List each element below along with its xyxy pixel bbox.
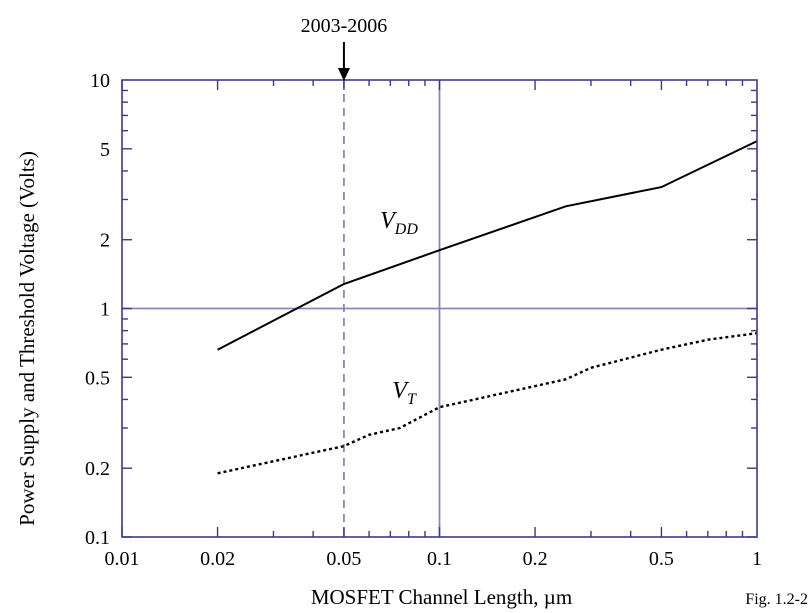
annotation-arrowhead	[337, 68, 350, 81]
y-tick-label: 5	[100, 139, 110, 161]
figure-label: Fig. 1.2-2	[745, 591, 808, 608]
x-tick-label: 0.5	[649, 548, 674, 570]
x-tick-label: 0.05	[326, 548, 361, 570]
y-tick-label: 0.1	[85, 527, 110, 549]
series-line-vt	[217, 332, 758, 475]
x-tick-label: 0.01	[105, 548, 140, 570]
y-tick-label: 2	[100, 230, 110, 252]
y-tick-label: 10	[90, 70, 110, 92]
y-axis-title: Power Supply and Threshold Voltage (Volt…	[15, 151, 39, 526]
x-tick-label: 0.02	[200, 548, 235, 570]
tick-labels: 0.01 0.02 0.05 0.1 0.2 0.5 1 0.1 0.2 0.5 1 2 5 10	[85, 70, 762, 570]
series-label-vt: VT	[392, 378, 417, 408]
y-tick-label: 0.5	[85, 367, 110, 389]
series-layer	[217, 140, 758, 475]
x-axis-title: MOSFET Channel Length, µm	[311, 585, 572, 609]
x-tick-label: 1	[752, 548, 762, 570]
y-tick-label: 1	[100, 299, 110, 321]
x-tick-label: 0.2	[523, 548, 548, 570]
series-line-vdd	[217, 140, 758, 351]
y-tick-label: 0.2	[85, 458, 110, 480]
ticks	[121, 80, 757, 538]
reference-lines	[122, 80, 757, 537]
series-label-vdd: VDD	[380, 208, 418, 238]
x-tick-label: 0.1	[427, 548, 452, 570]
annotation-2003-2006: 2003-2006	[301, 15, 388, 37]
